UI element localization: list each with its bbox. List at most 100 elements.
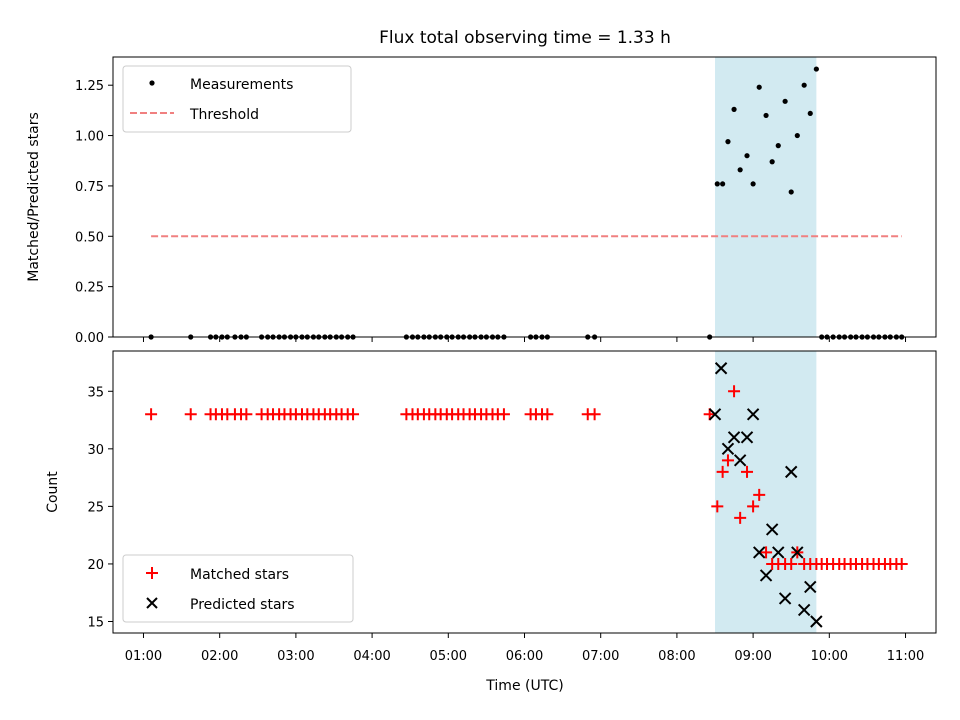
matched-star-point — [721, 454, 734, 467]
measurement-point — [714, 181, 720, 187]
measurement-point — [782, 98, 788, 104]
measurement-point — [763, 112, 769, 119]
legend-measurements-swatch — [149, 80, 155, 86]
top-ytick-label: 0.00 — [75, 331, 104, 346]
top-ytick-label: 1.00 — [75, 130, 104, 145]
top-series-marks — [148, 66, 905, 340]
predicted-star-point — [804, 580, 817, 594]
xtick-label: 01:00 — [125, 649, 162, 664]
measurement-point — [807, 110, 813, 117]
bottom-legend: Matched stars Predicted stars — [122, 554, 354, 623]
matched-star-point — [753, 488, 766, 501]
predicted-star-point — [785, 465, 798, 479]
xtick-label: 08:00 — [658, 649, 695, 664]
measurement-point — [794, 132, 800, 139]
bottom-ytick-label: 15 — [87, 615, 104, 630]
bottom-ytick-label: 20 — [87, 558, 104, 573]
xtick-label: 11:00 — [887, 649, 924, 664]
matched-star-point — [711, 500, 724, 513]
legend-matched-label: Matched stars — [190, 567, 289, 583]
predicted-star-point — [797, 603, 811, 617]
matched-star-point — [184, 408, 197, 421]
legend-matched-swatch — [146, 567, 158, 579]
legend-threshold-label: Threshold — [189, 107, 259, 123]
predicted-star-point — [721, 442, 735, 456]
matched-star-point — [760, 546, 773, 559]
xtick-label: 04:00 — [353, 649, 390, 664]
top-legend: Measurements Threshold — [122, 65, 352, 133]
measurement-point — [744, 153, 750, 159]
top-y-ticks: 0.00 0.25 0.50 0.75 1.00 1.25 — [75, 79, 113, 346]
xtick-label: 02:00 — [201, 649, 238, 664]
chart-title: Flux total observing time = 1.33 h — [379, 28, 671, 48]
matched-star-point — [734, 511, 747, 524]
top-ytick-label: 1.25 — [75, 79, 104, 94]
predicted-star-point — [791, 546, 804, 559]
measurement-point — [813, 66, 819, 72]
bottom-ytick-label: 35 — [87, 385, 104, 400]
predicted-star-point — [765, 523, 779, 536]
legend-predicted-label: Predicted stars — [190, 597, 295, 613]
xtick-label: 09:00 — [734, 649, 771, 664]
matched-star-point — [497, 408, 510, 421]
measurement-point — [750, 181, 756, 187]
measurement-point — [769, 159, 775, 165]
top-observing-span — [715, 57, 817, 337]
xtick-label: 07:00 — [582, 649, 619, 664]
predicted-star-point — [778, 592, 792, 605]
measurement-point — [775, 143, 781, 149]
measurement-point — [725, 139, 731, 145]
predicted-star-point — [759, 569, 773, 582]
measurement-point — [801, 82, 807, 88]
bottom-span-rect — [715, 351, 817, 633]
xtick-label: 03:00 — [277, 649, 314, 664]
bottom-y-axis-label: Count — [45, 471, 61, 513]
matched-star-point — [716, 465, 729, 478]
bottom-series-marks — [145, 362, 908, 628]
top-ytick-label: 0.50 — [75, 230, 104, 245]
bottom-ytick-label: 30 — [87, 443, 104, 458]
matched-star-point — [785, 557, 798, 570]
xtick-label: 10:00 — [811, 649, 848, 664]
top-ytick-label: 0.25 — [75, 281, 104, 296]
predicted-star-point — [733, 454, 747, 467]
bottom-legend-box — [122, 554, 354, 623]
bottom-panel: 15 20 25 30 35 01:00 02:00 03:00 04:00 05:00 06:0… — [45, 350, 937, 694]
legend-predicted-swatch — [146, 597, 158, 609]
measurement-point — [788, 189, 794, 195]
top-ytick-label: 0.75 — [75, 180, 104, 195]
matched-star-point — [747, 500, 760, 513]
measurement-point — [756, 84, 762, 90]
matched-star-point — [347, 408, 360, 421]
predicted-star-point — [708, 408, 722, 421]
top-x-ticks — [142, 337, 907, 342]
top-span-rect — [715, 57, 817, 337]
matched-star-point — [145, 408, 158, 421]
predicted-star-point — [752, 546, 766, 559]
top-panel: 0.00 0.25 0.50 0.75 1.00 1.25 Matched/Predict… — [26, 56, 937, 346]
measurement-point — [720, 181, 726, 187]
predicted-star-point — [746, 408, 760, 421]
legend-measurements-label: Measurements — [190, 77, 293, 93]
measurement-point — [731, 106, 737, 112]
x-axis-label: Time (UTC) — [485, 678, 563, 694]
bottom-ytick-label: 25 — [87, 500, 104, 515]
predicted-star-point — [714, 362, 728, 375]
matched-star-point — [588, 408, 601, 421]
matched-star-point — [741, 465, 754, 478]
matched-star-point — [895, 557, 908, 570]
xtick-label: 06:00 — [506, 649, 543, 664]
predicted-star-point — [772, 546, 785, 559]
matched-star-point — [240, 408, 253, 421]
measurement-point — [737, 167, 743, 173]
top-legend-box — [122, 65, 352, 133]
matched-star-point — [541, 408, 554, 421]
bottom-y-ticks: 15 20 25 30 35 — [87, 385, 113, 630]
bottom-x-ticks: 01:00 02:00 03:00 04:00 05:00 06:00 07:00 08:00… — [125, 633, 924, 664]
bottom-observing-span — [715, 351, 817, 633]
top-y-axis-label: Matched/Predicted stars — [26, 112, 42, 282]
matched-star-point — [728, 385, 741, 398]
predicted-star-point — [727, 431, 741, 444]
xtick-label: 05:00 — [430, 649, 467, 664]
